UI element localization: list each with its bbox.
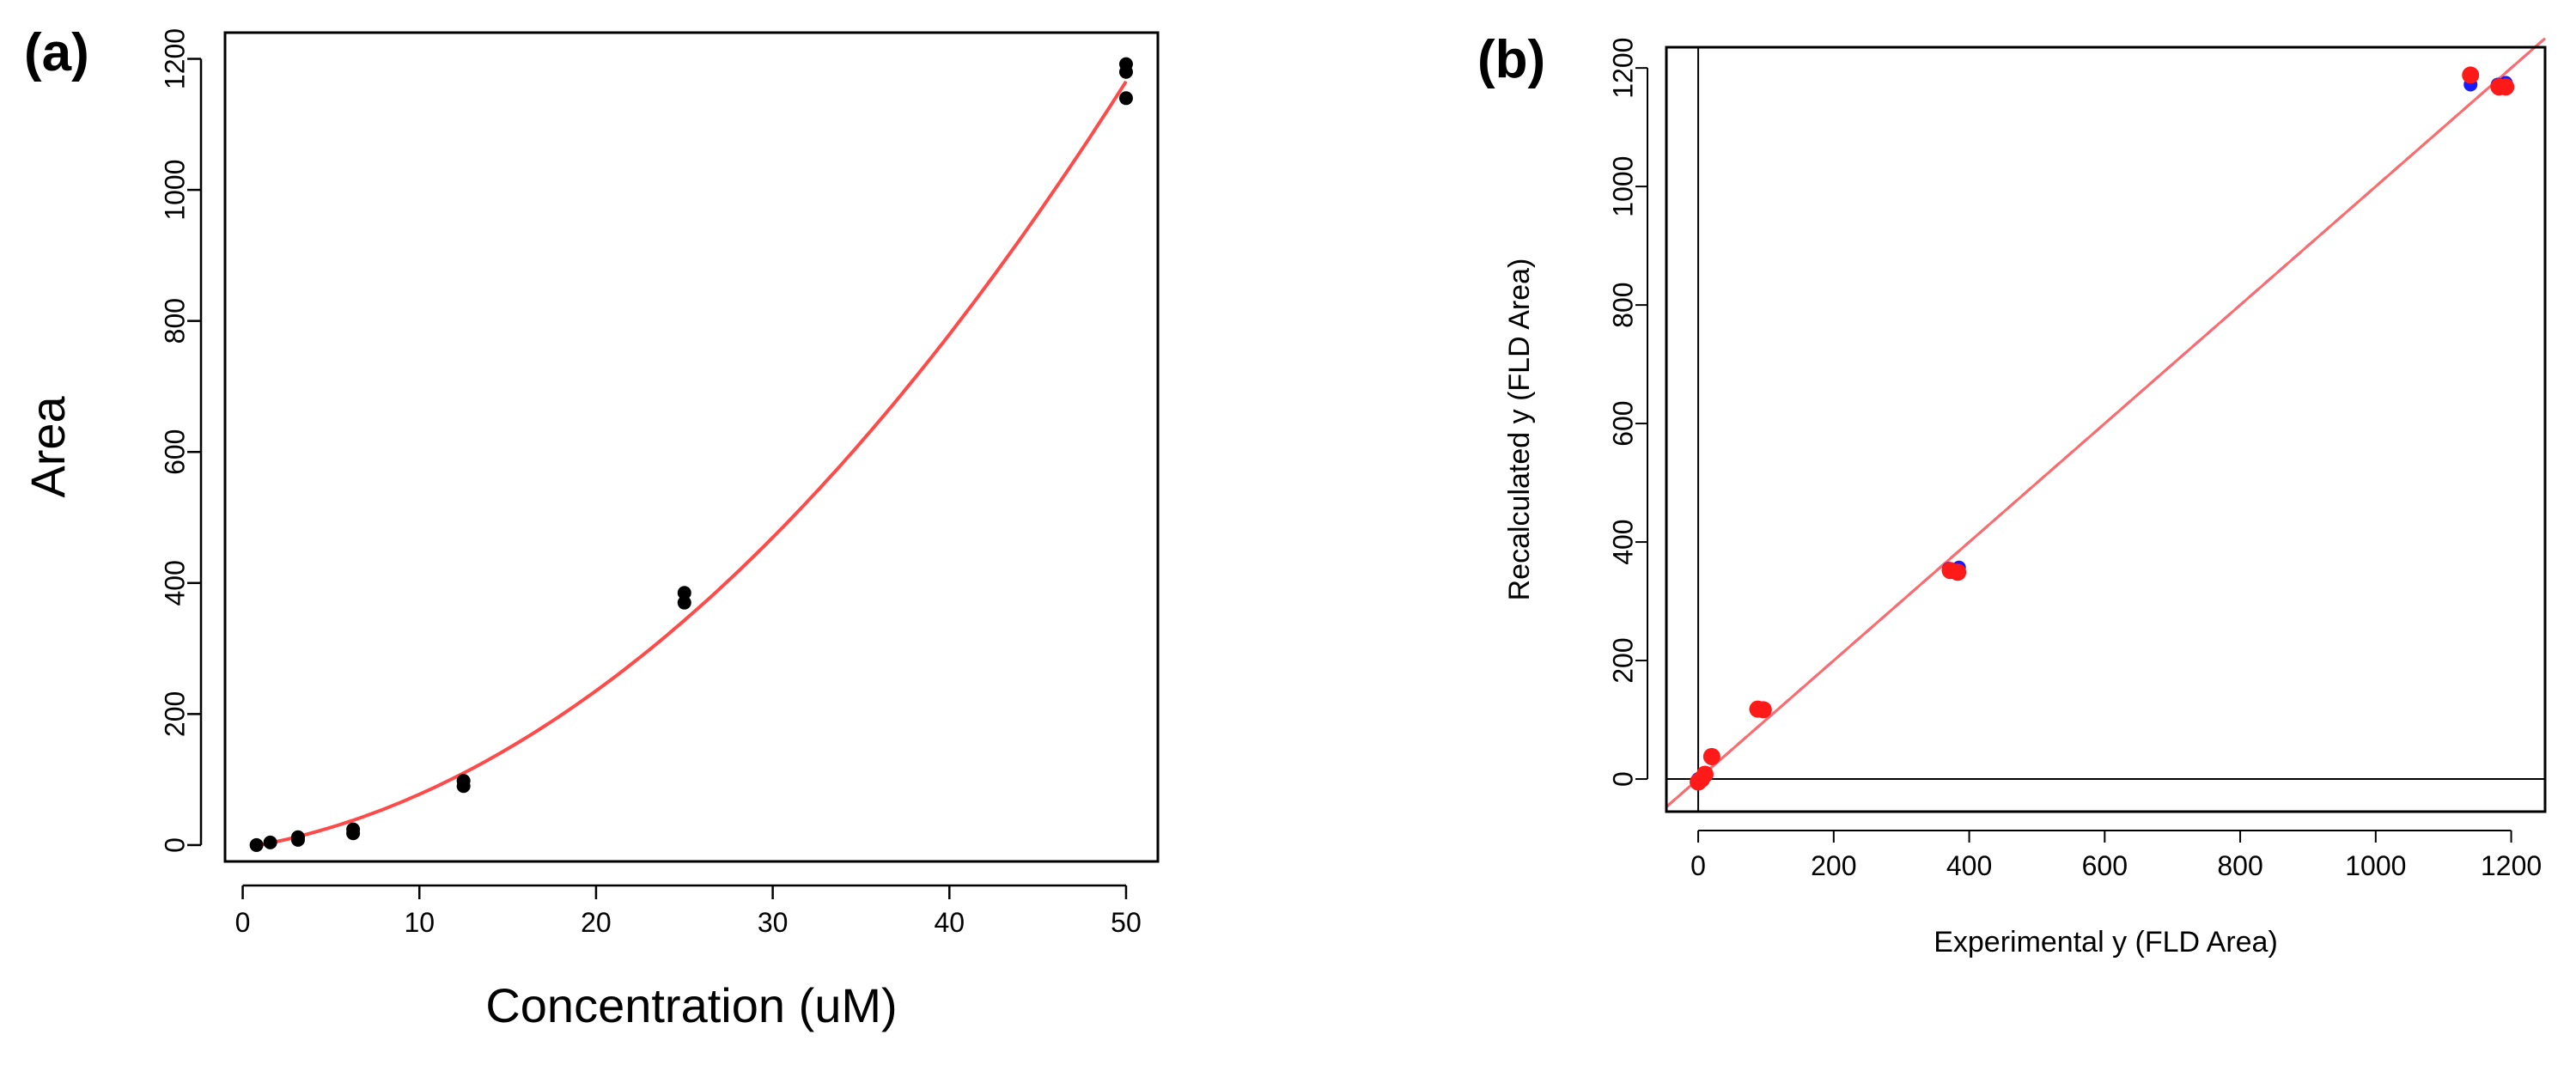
chart-b-red-fit-line (1666, 37, 2546, 808)
chart-a-x-label: Concentration (uM) (485, 978, 897, 1032)
chart-b-red-point (1696, 765, 1714, 783)
chart-b-fit-lines (1666, 37, 2546, 808)
chart-a-y-tick-label: 400 (159, 560, 190, 606)
chart-a-y-label: Area (21, 396, 75, 498)
chart-b-y-tick-label: 0 (1607, 771, 1638, 787)
chart-a-point (346, 822, 361, 837)
chart-a-y-tick-label: 600 (159, 429, 190, 475)
chart-b-y-tick-label: 800 (1607, 282, 1638, 327)
chart-b-x-tick-label: 1200 (2481, 850, 2542, 881)
chart-a-x-tick-label: 20 (581, 907, 612, 938)
chart-b-red-point (2462, 66, 2480, 84)
chart-b-x-tick-label: 800 (2217, 850, 2262, 881)
chart-b-x-label: Experimental y (FLD Area) (1934, 926, 2278, 958)
panel-a-label: (a) (24, 23, 89, 82)
chart-b-reference-lines (1666, 47, 2545, 812)
chart-b-y-label: Recalculated y (FLD Area) (1503, 259, 1536, 601)
chart-a-points-layer (249, 57, 1133, 852)
chart-a-y-tick-label: 1000 (159, 159, 190, 220)
chart-b-y-axis: 0 200 400 600 800 1000 1200 (1607, 38, 1648, 787)
panel-b-label: (b) (1477, 30, 1546, 89)
chart-a-point (263, 835, 277, 849)
chart-b-x-axis: 0 200 400 600 800 1000 1200 (1690, 830, 2542, 881)
chart-b-red-point (1754, 701, 1772, 719)
chart-a-point (249, 837, 264, 852)
chart-b: 0 200 400 600 800 1000 1200 0 200 400 600 800 1000 1… (1503, 37, 2547, 958)
chart-a-x-tick-label: 30 (758, 907, 789, 938)
chart-a-y-tick-label: 800 (159, 298, 190, 344)
chart-a-plot-frame (223, 31, 1160, 863)
chart-a-point (677, 595, 691, 610)
chart-a-point (1118, 91, 1133, 106)
chart-b-y-tick-label: 1000 (1607, 156, 1638, 217)
chart-b-y-tick-label: 400 (1607, 519, 1638, 564)
chart-b-y-tick-label: 200 (1607, 637, 1638, 683)
chart-a-point (677, 586, 691, 600)
chart-b-x-tick-label: 400 (1946, 850, 1992, 881)
chart-b-x-tick-label: 0 (1690, 850, 1706, 881)
chart-a-point (1118, 57, 1133, 71)
chart-a-x-axis: 0 10 20 30 40 50 (235, 884, 1142, 938)
chart-a-y-tick-label: 200 (159, 691, 190, 737)
chart-b-red-point (1949, 563, 1967, 581)
chart-a-point (456, 774, 471, 788)
chart-a-x-tick-label: 50 (1111, 907, 1142, 938)
chart-b-red-point (2497, 78, 2515, 96)
chart-b-red-point (1702, 747, 1720, 765)
chart-a-x-tick-label: 0 (235, 907, 251, 938)
chart-a-fit-layer (251, 80, 1128, 849)
chart-a-fit-curve (251, 80, 1128, 849)
chart-a-y-tick-label: 1200 (159, 28, 190, 89)
chart-b-points-layer (1690, 66, 2515, 791)
chart-a-x-tick-label: 10 (404, 907, 435, 938)
chart-a: 0 10 20 30 40 50 0 200 400 600 800 1000 1200 Concen… (21, 28, 1160, 1032)
chart-a-y-axis: 0 200 400 600 800 1000 1200 (159, 28, 203, 853)
chart-b-x-tick-label: 600 (2082, 850, 2128, 881)
chart-a-point (290, 830, 305, 844)
chart-b-y-tick-label: 600 (1607, 400, 1638, 446)
chart-b-x-tick-label: 1000 (2345, 850, 2406, 881)
chart-a-y-tick-label: 0 (159, 837, 190, 853)
chart-b-x-tick-label: 200 (1811, 850, 1856, 881)
chart-b-plot-frame (1665, 46, 2547, 813)
chart-a-x-tick-label: 40 (934, 907, 965, 938)
chart-b-y-tick-label: 1200 (1607, 38, 1638, 99)
